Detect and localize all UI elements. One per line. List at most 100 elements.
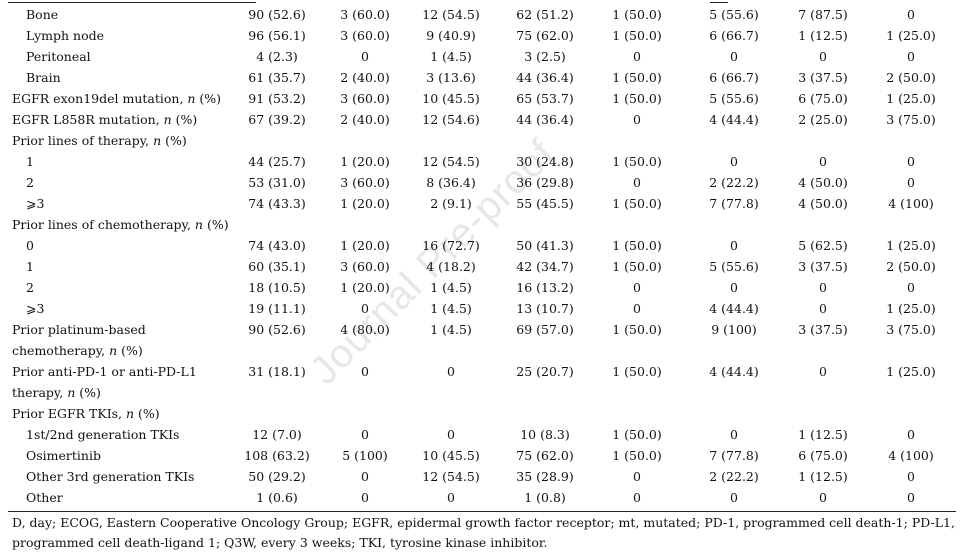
row-value-col-1: 74 (43.0) <box>248 238 306 253</box>
row-value-col-6: 0 <box>730 154 738 169</box>
row-value-col-2: 3 (60.0) <box>340 175 390 190</box>
table-row: Prior lines of therapy, n (%) <box>0 130 960 151</box>
row-value-col-5 <box>598 130 676 151</box>
row-value-col-1: 50 (29.2) <box>248 469 306 484</box>
row-value-col-3: 1 (4.5) <box>430 280 472 295</box>
row-label: 2 <box>26 280 34 295</box>
row-value-col-6: 0 <box>730 427 738 442</box>
row-value-col-8: 1 (25.0) <box>886 28 936 43</box>
row-label: 1 <box>26 154 34 169</box>
row-value-col-1: 74 (43.3) <box>248 196 306 211</box>
table-top-rule <box>8 2 256 3</box>
row-value-col-7 <box>790 214 856 235</box>
row-value-col-8: 3 (75.0) <box>886 322 936 337</box>
row-value-col-2: 3 (60.0) <box>340 28 390 43</box>
row-value-col-2: 1 (20.0) <box>340 280 390 295</box>
row-value-col-1: 60 (35.1) <box>248 259 306 274</box>
row-value-col-1: 61 (35.7) <box>248 70 306 85</box>
row-value-col-1: 91 (53.2) <box>248 91 306 106</box>
row-label: 1 <box>26 259 34 274</box>
row-value-col-1 <box>232 403 322 424</box>
table-row: Other 1 (0.6) 0 0 1 (0.8) 0 0 0 0 <box>0 487 960 508</box>
row-value-col-4: 16 (13.2) <box>516 280 574 295</box>
row-value-col-2 <box>330 130 400 151</box>
row-value-col-2: 3 (60.0) <box>340 91 390 106</box>
row-value-col-1: 1 (0.6) <box>256 490 298 505</box>
row-value-col-6: 4 (44.4) <box>709 301 759 316</box>
row-value-col-4: 55 (45.5) <box>516 196 574 211</box>
table-row: Lymph node 96 (56.1) 3 (60.0) 9 (40.9) 75 (6… <box>0 25 960 46</box>
row-label: Prior lines of therapy, n (%) <box>12 133 187 148</box>
row-value-col-5: 0 <box>633 301 641 316</box>
row-value-col-6: 7 (77.8) <box>709 196 759 211</box>
row-value-col-6 <box>696 403 772 424</box>
row-value-col-6 <box>696 130 772 151</box>
table-row: ⩾3 19 (11.1) 0 1 (4.5) 13 (10.7) 0 4 (44.4) 0 1 … <box>0 298 960 319</box>
row-value-col-4: 36 (29.8) <box>516 175 574 190</box>
row-value-col-4: 30 (24.8) <box>516 154 574 169</box>
row-value-col-6: 5 (55.6) <box>709 7 759 22</box>
row-value-col-2: 1 (20.0) <box>340 238 390 253</box>
row-label: EGFR L858R mutation, n (%) <box>12 112 198 127</box>
row-value-col-5: 0 <box>633 280 641 295</box>
row-value-col-7: 2 (25.0) <box>798 112 848 127</box>
row-value-col-8: 0 <box>907 154 915 169</box>
row-value-col-7: 5 (62.5) <box>798 238 848 253</box>
row-value-col-2: 4 (80.0) <box>340 322 390 337</box>
row-value-col-4 <box>502 130 588 151</box>
row-value-col-4: 50 (41.3) <box>516 238 574 253</box>
row-value-col-4: 44 (36.4) <box>516 70 574 85</box>
row-value-col-7: 0 <box>819 154 827 169</box>
row-value-col-2: 5 (100) <box>342 448 388 463</box>
row-value-col-7: 0 <box>819 364 827 379</box>
row-label: Prior lines of chemotherapy, n (%) <box>12 217 229 232</box>
row-value-col-4: 1 (0.8) <box>524 490 566 505</box>
row-value-col-1: 19 (11.1) <box>248 301 306 316</box>
row-value-col-8: 4 (100) <box>888 196 934 211</box>
row-value-col-6: 6 (66.7) <box>709 28 759 43</box>
row-value-col-3 <box>412 130 490 151</box>
table-row: EGFR exon19del mutation, n (%) 91 (53.2) 3… <box>0 88 960 109</box>
row-value-col-1: 4 (2.3) <box>256 49 298 64</box>
row-value-col-6: 0 <box>730 490 738 505</box>
row-value-col-2: 0 <box>361 427 369 442</box>
row-value-col-8: 4 (100) <box>888 448 934 463</box>
row-value-col-6: 7 (77.8) <box>709 448 759 463</box>
row-value-col-6: 5 (55.6) <box>709 91 759 106</box>
row-value-col-8: 3 (75.0) <box>886 112 936 127</box>
row-value-col-7: 4 (50.0) <box>798 196 848 211</box>
row-value-col-4: 25 (20.7) <box>516 364 574 379</box>
row-value-col-3: 1 (4.5) <box>430 49 472 64</box>
table-row: Other 3rd generation TKIs 50 (29.2) 0 12 (5… <box>0 466 960 487</box>
table-top-rule-short <box>710 2 728 3</box>
row-value-col-6: 5 (55.6) <box>709 259 759 274</box>
row-value-col-4 <box>502 403 588 424</box>
row-value-col-7: 1 (12.5) <box>798 28 848 43</box>
row-value-col-3: 9 (40.9) <box>426 28 476 43</box>
row-value-col-7: 0 <box>819 49 827 64</box>
row-value-col-6: 9 (100) <box>711 322 757 337</box>
row-value-col-7: 6 (75.0) <box>798 448 848 463</box>
row-value-col-1: 67 (39.2) <box>248 112 306 127</box>
row-value-col-3: 12 (54.5) <box>422 154 480 169</box>
row-value-col-3: 12 (54.6) <box>422 112 480 127</box>
row-value-col-1: 44 (25.7) <box>248 154 306 169</box>
table-bottom-rule <box>8 511 956 512</box>
row-value-col-5: 0 <box>633 490 641 505</box>
table-row: Prior anti-PD-1 or anti-PD-L1 therapy, n… <box>0 361 960 403</box>
row-value-col-8: 0 <box>907 7 915 22</box>
row-value-col-3: 0 <box>447 364 455 379</box>
row-value-col-1 <box>232 214 322 235</box>
table-row: Osimertinib 108 (63.2) 5 (100) 10 (45.5) 75 … <box>0 445 960 466</box>
table-row: Peritoneal 4 (2.3) 0 1 (4.5) 3 (2.5) 0 0 0 0 <box>0 46 960 67</box>
row-value-col-7: 6 (75.0) <box>798 91 848 106</box>
row-value-col-5: 1 (50.0) <box>612 70 662 85</box>
row-value-col-1: 31 (18.1) <box>248 364 306 379</box>
row-label: 0 <box>26 238 34 253</box>
row-label: Prior anti-PD-1 or anti-PD-L1 therapy, n… <box>12 364 197 400</box>
row-label: 1st/2nd generation TKIs <box>26 427 180 442</box>
row-value-col-6: 0 <box>730 280 738 295</box>
row-value-col-8: 0 <box>907 469 915 484</box>
row-value-col-3: 10 (45.5) <box>422 448 480 463</box>
row-value-col-1: 53 (31.0) <box>248 175 306 190</box>
